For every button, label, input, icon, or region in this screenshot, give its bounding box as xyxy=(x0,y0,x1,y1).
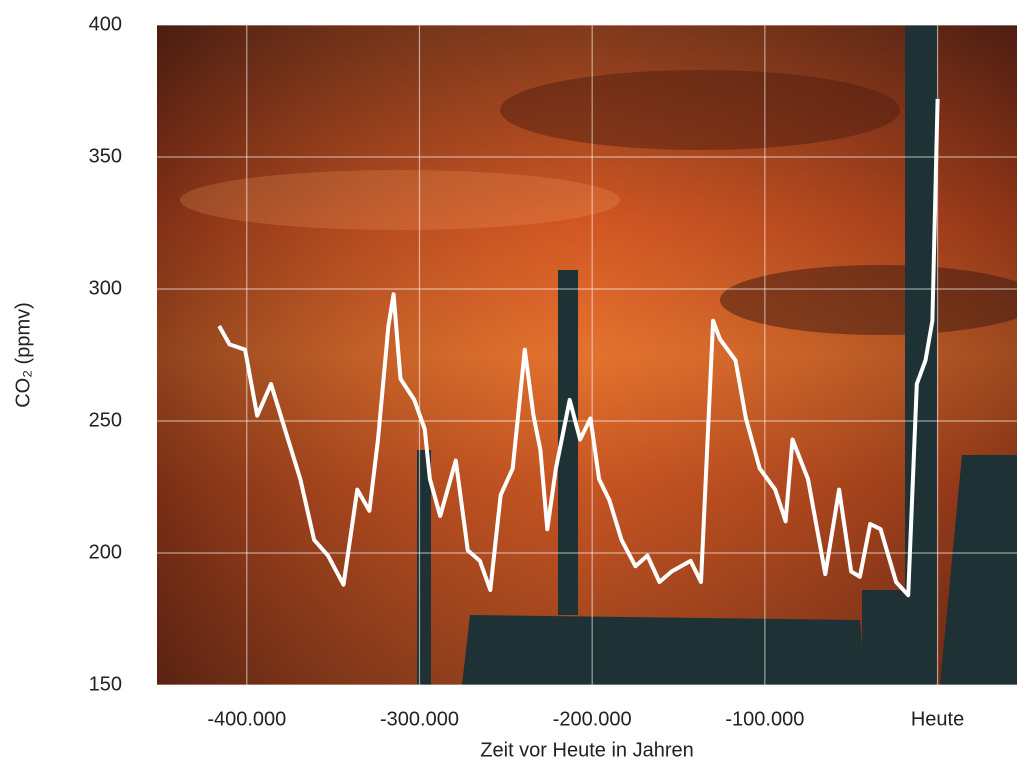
x-axis-title: Zeit vor Heute in Jahren xyxy=(480,739,693,761)
y-tick-label: 200 xyxy=(89,541,122,563)
y-tick-label: 150 xyxy=(89,673,122,695)
y-tick-label: 300 xyxy=(89,277,122,299)
y-axis-title: CO₂ (ppmv) xyxy=(12,302,34,408)
x-tick-label: -400.000 xyxy=(207,708,286,730)
plot-background xyxy=(157,25,1017,685)
y-tick-label: 250 xyxy=(89,409,122,431)
y-tick-label: 400 xyxy=(89,13,122,35)
x-tick-label: Heute xyxy=(911,708,964,730)
x-tick-label: -200.000 xyxy=(553,708,632,730)
x-tick-label: -100.000 xyxy=(725,708,804,730)
y-tick-label: 350 xyxy=(89,145,122,167)
co2-line xyxy=(217,98,940,598)
x-tick-label: -300.000 xyxy=(380,708,459,730)
